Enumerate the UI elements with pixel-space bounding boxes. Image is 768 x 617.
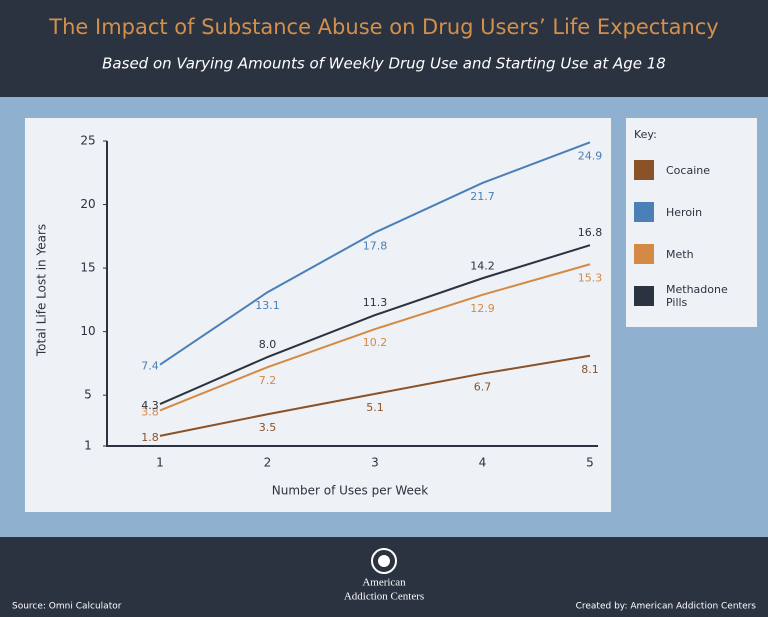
- data-label: 11.3: [363, 296, 388, 309]
- legend-swatch: [634, 160, 654, 180]
- data-label: 10.2: [363, 336, 388, 349]
- subtitle: Based on Varying Amounts of Weekly Drug …: [102, 55, 666, 73]
- x-tick-label: 1: [156, 456, 164, 470]
- x-axis-label: Number of Uses per Week: [272, 484, 429, 498]
- title: The Impact of Substance Abuse on Drug Us…: [48, 15, 718, 39]
- y-tick-label: 10: [80, 324, 95, 338]
- y-tick-label: 1: [84, 439, 92, 453]
- line: [159, 141, 591, 366]
- data-label: 5.1: [366, 401, 384, 414]
- footer-band: [0, 537, 768, 617]
- legend-label: Meth: [666, 247, 694, 261]
- data-label: 3.8: [141, 405, 159, 418]
- data-label: 12.9: [470, 302, 495, 315]
- logo-icon: [371, 548, 397, 574]
- x-tick-label: 2: [264, 456, 272, 470]
- legend: Key: Cocaine Heroin Meth Methadone Pills: [626, 118, 757, 327]
- x-tick-label: 3: [371, 456, 379, 470]
- legend-label: Cocaine: [666, 163, 710, 177]
- logo-icon-center: [378, 555, 390, 567]
- y-axis-label: Total Life Lost in Years: [35, 224, 49, 357]
- y-tick-label: 25: [80, 134, 95, 148]
- data-label: 8.1: [581, 363, 599, 376]
- legend-swatch: [634, 202, 654, 222]
- source: Source: Omni Calculator: [12, 602, 122, 612]
- legend-item: Heroin: [634, 199, 749, 225]
- x-tick-label: 5: [586, 456, 594, 470]
- legend-item: Cocaine: [634, 157, 749, 183]
- data-label: 6.7: [474, 381, 492, 394]
- line: [159, 354, 591, 437]
- data-label: 17.8: [363, 240, 388, 253]
- legend-label: Methadone Pills: [666, 283, 728, 309]
- line: [159, 263, 591, 412]
- credit: Created by: American Addiction Centers: [576, 602, 757, 612]
- data-label: 7.4: [141, 360, 159, 373]
- legend-title: Key:: [634, 128, 657, 141]
- data-label: 21.7: [470, 190, 495, 203]
- data-label: 4.3: [141, 399, 159, 412]
- data-label: 24.9: [578, 149, 603, 162]
- legend-swatch: [634, 244, 654, 264]
- y-tick-label: 20: [80, 197, 95, 211]
- header-band: [0, 0, 768, 97]
- data-label: 14.2: [470, 259, 495, 272]
- data-label: 16.8: [578, 226, 603, 239]
- data-label: 7.2: [259, 374, 277, 387]
- legend-item: Methadone Pills: [634, 283, 749, 309]
- legend-item: Meth: [634, 241, 749, 267]
- y-tick-label: 5: [84, 388, 92, 402]
- logo-text: American: [362, 577, 406, 589]
- data-label: 15.3: [578, 271, 603, 284]
- data-label: 13.1: [255, 299, 280, 312]
- data-label: 8.0: [259, 338, 277, 351]
- x-tick-label: 4: [479, 456, 487, 470]
- data-label: 3.5: [259, 421, 277, 434]
- plot-panel: [25, 118, 611, 512]
- legend-swatch: [634, 286, 654, 306]
- line: [159, 244, 591, 405]
- data-label: 1.8: [141, 431, 159, 444]
- legend-label: Heroin: [666, 205, 703, 219]
- y-tick-label: 15: [80, 261, 95, 275]
- logo-text: Addiction Centers: [344, 591, 424, 603]
